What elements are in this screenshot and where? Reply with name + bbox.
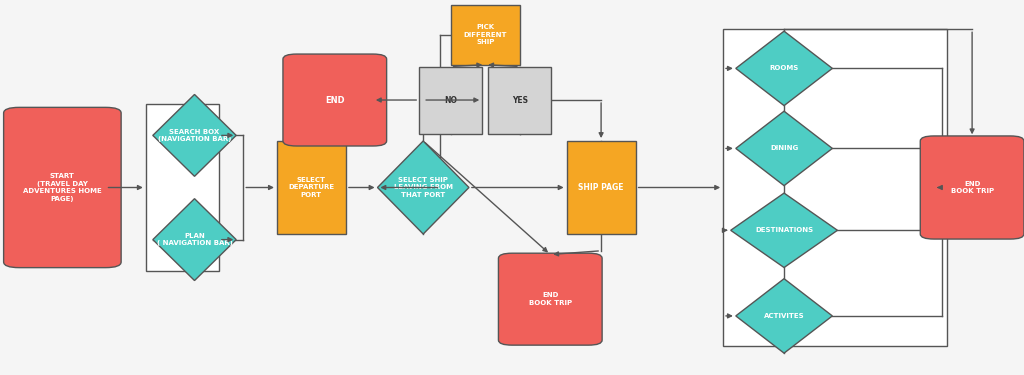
Polygon shape [736, 111, 833, 186]
Text: START
(TRAVEL DAY
ADVENTURES HOME
PAGE): START (TRAVEL DAY ADVENTURES HOME PAGE) [23, 173, 101, 202]
FancyBboxPatch shape [451, 5, 520, 64]
Text: ROOMS: ROOMS [769, 65, 799, 71]
Text: DESTINATIONS: DESTINATIONS [755, 227, 813, 233]
Text: NO: NO [444, 96, 457, 105]
Text: PLAN
( NAVIGATION BAR): PLAN ( NAVIGATION BAR) [157, 233, 232, 246]
FancyBboxPatch shape [499, 253, 602, 345]
Text: SEARCH BOX
(NAVIGATION BAR): SEARCH BOX (NAVIGATION BAR) [158, 129, 231, 142]
Polygon shape [731, 193, 838, 267]
Polygon shape [736, 279, 833, 353]
FancyBboxPatch shape [4, 107, 121, 268]
Text: SHIP PAGE: SHIP PAGE [579, 183, 624, 192]
Polygon shape [153, 94, 237, 176]
Text: END: END [325, 96, 345, 105]
Text: END
BOOK TRIP: END BOOK TRIP [950, 181, 993, 194]
FancyBboxPatch shape [419, 66, 482, 134]
Polygon shape [153, 199, 237, 280]
FancyBboxPatch shape [723, 29, 947, 346]
FancyBboxPatch shape [566, 141, 636, 234]
FancyBboxPatch shape [488, 66, 551, 134]
Text: SELECT
DEPARTURE
PORT: SELECT DEPARTURE PORT [289, 177, 335, 198]
Text: PICK
DIFFERENT
SHIP: PICK DIFFERENT SHIP [464, 24, 507, 45]
Text: SELECT SHIP
LEAVING FROM
THAT PORT: SELECT SHIP LEAVING FROM THAT PORT [393, 177, 453, 198]
Text: DINING: DINING [770, 146, 798, 152]
Text: END
BOOK TRIP: END BOOK TRIP [528, 292, 571, 306]
FancyBboxPatch shape [283, 54, 387, 146]
Polygon shape [378, 141, 469, 234]
Text: ACTIVITES: ACTIVITES [764, 313, 805, 319]
FancyBboxPatch shape [145, 104, 219, 271]
FancyBboxPatch shape [276, 141, 346, 234]
FancyBboxPatch shape [921, 136, 1024, 239]
Text: YES: YES [512, 96, 527, 105]
Polygon shape [736, 31, 833, 106]
